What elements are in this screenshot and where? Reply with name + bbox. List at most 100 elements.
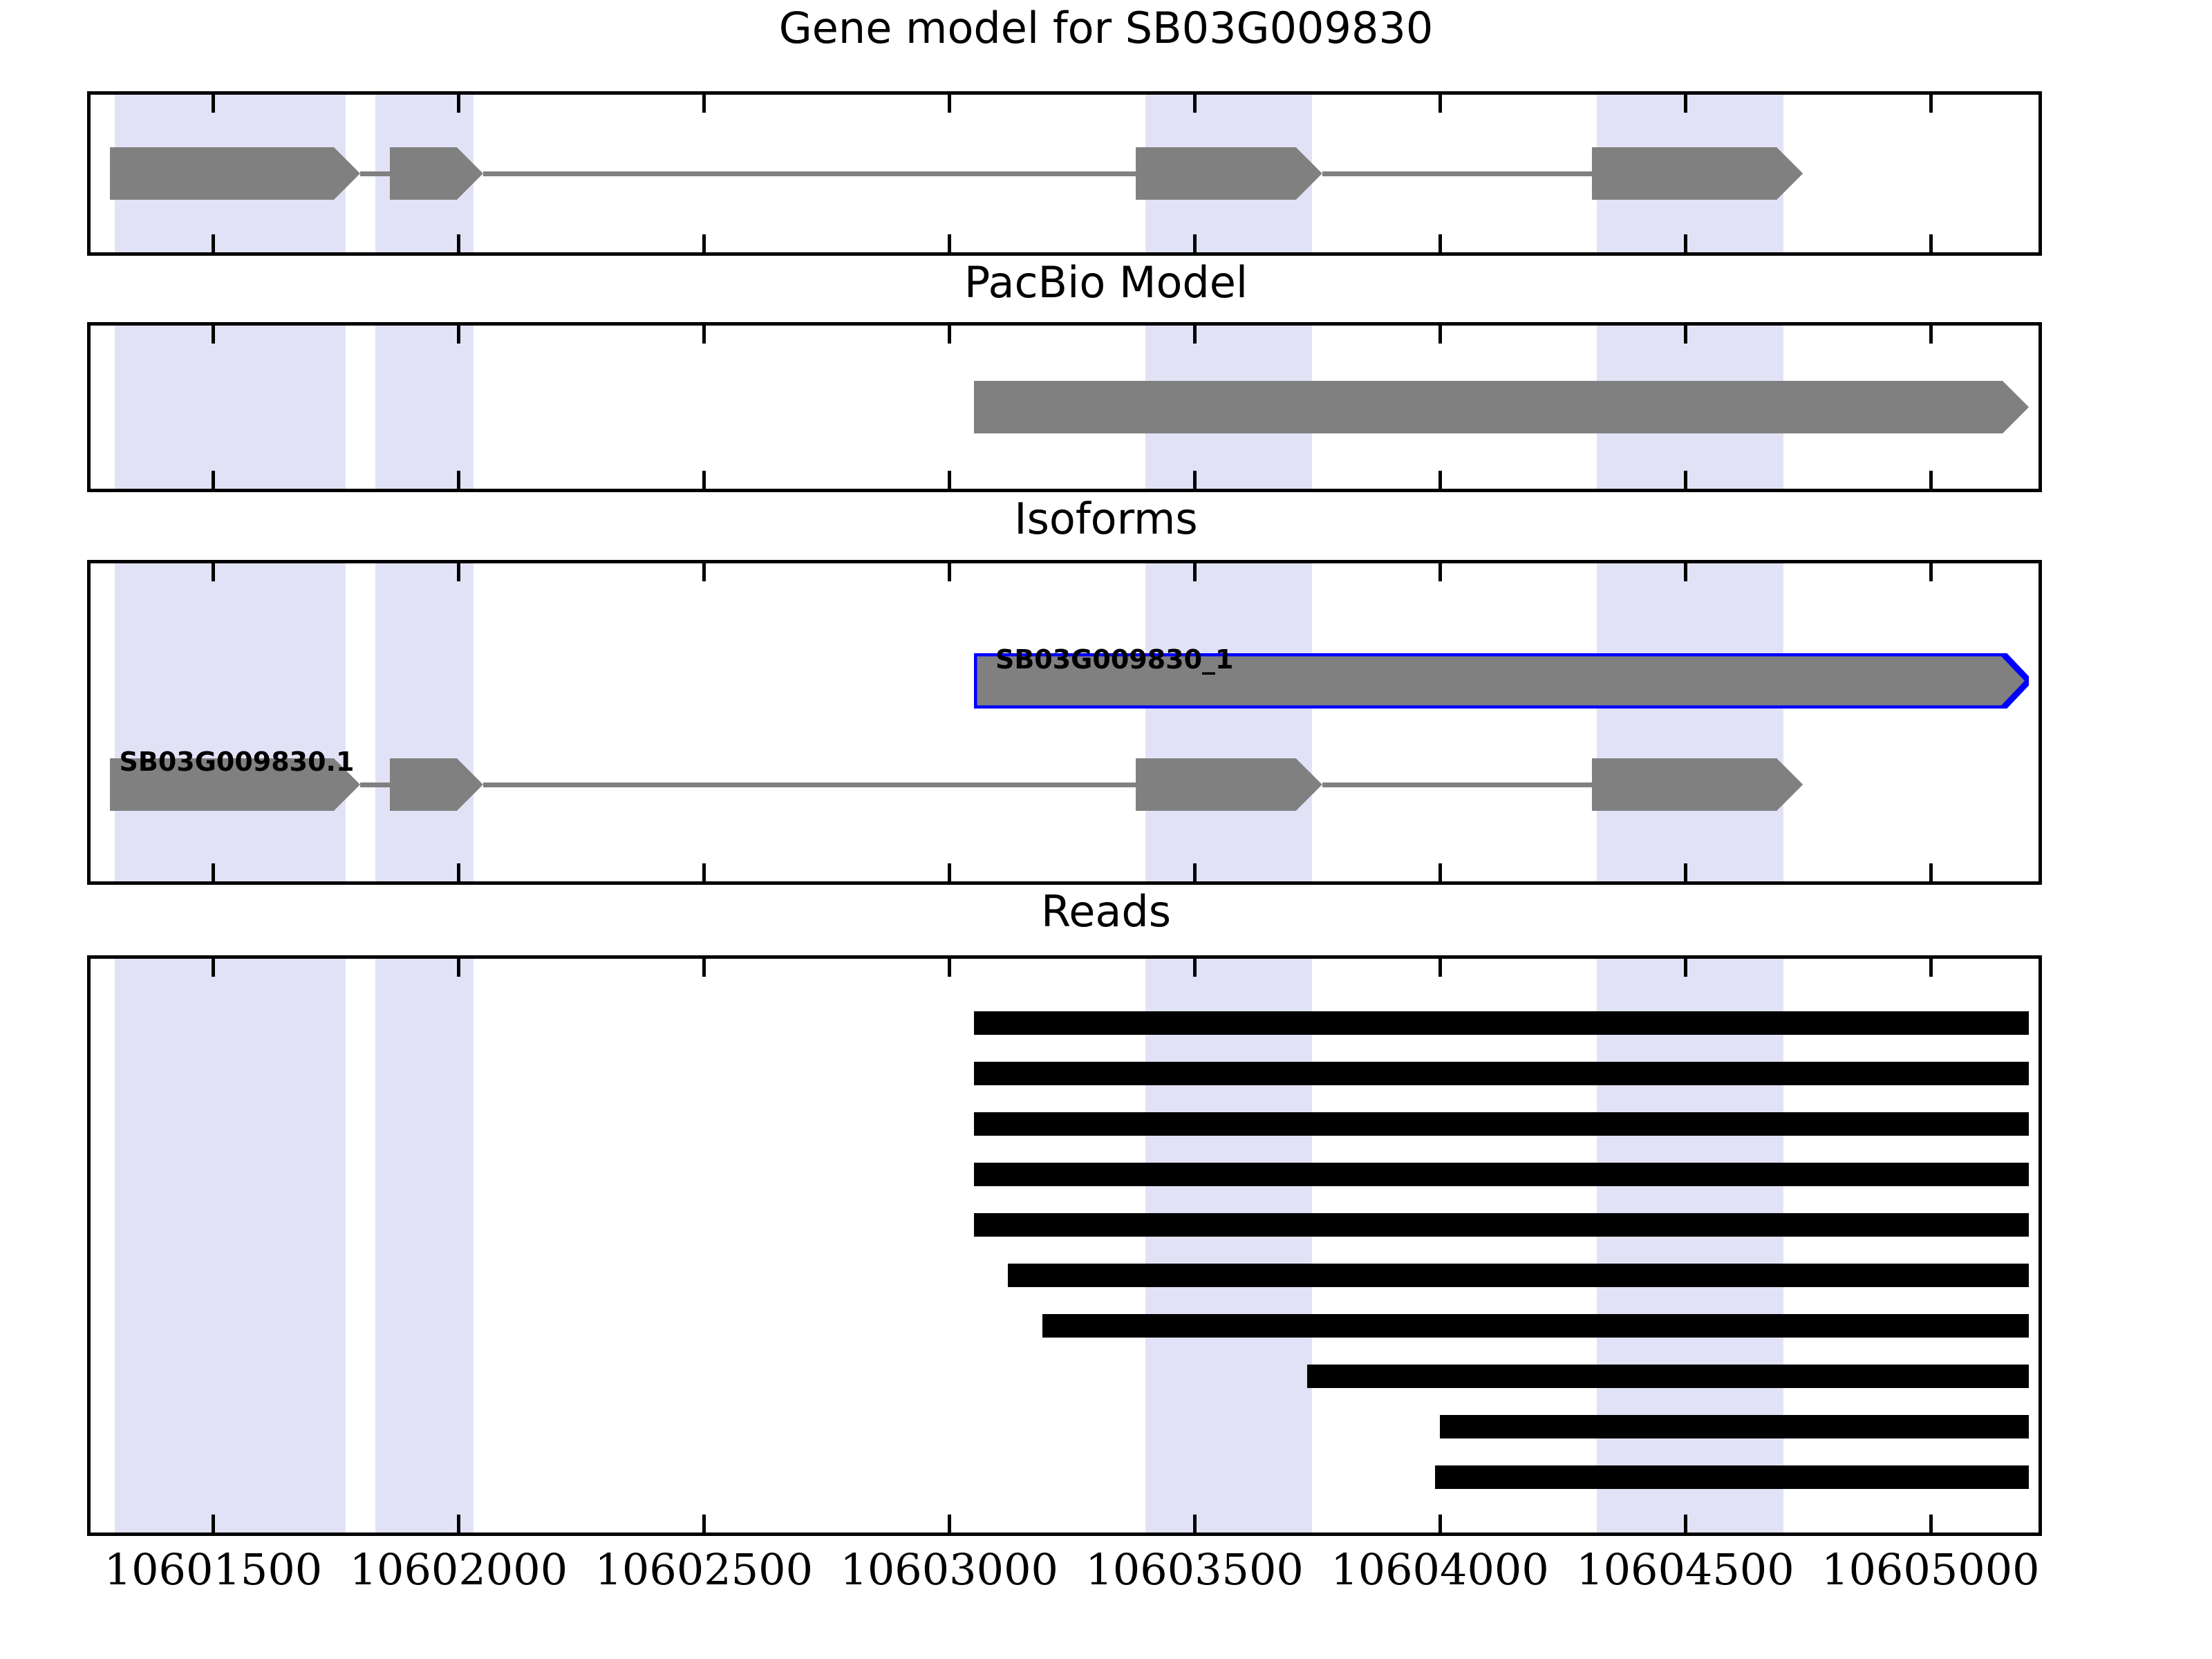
x-tick-label: 10601500: [104, 1544, 323, 1595]
axis-tick: [1193, 471, 1197, 489]
axis-tick: [702, 959, 706, 977]
axis-tick: [1683, 471, 1687, 489]
read-bar[interactable]: [973, 1011, 2029, 1035]
panel-title-reads: Reads: [1040, 886, 1172, 937]
axis-tick: [948, 1515, 952, 1533]
highlight-band: [115, 959, 346, 1533]
axis-tick: [1438, 1515, 1442, 1533]
axis-tick: [1438, 234, 1442, 252]
x-tick-label: 10604000: [1331, 1544, 1549, 1595]
axis-tick: [1438, 863, 1442, 881]
axis-tick: [1929, 234, 1933, 252]
highlight-band: [1597, 563, 1783, 881]
plot-area-isoforms: SB03G009830_1 SB03G009830.1: [91, 563, 2038, 881]
axis-tick: [948, 234, 952, 252]
exon-block[interactable]: [110, 758, 361, 811]
axis-tick: [1193, 1515, 1197, 1533]
plot-area-gene-model: [91, 95, 2038, 252]
x-tick-label: 10602000: [349, 1544, 568, 1595]
axis-tick: [212, 326, 216, 344]
axis-tick: [212, 863, 216, 881]
intron-line: [360, 782, 390, 787]
axis-tick: [1929, 863, 1933, 881]
axis-tick: [1438, 471, 1442, 489]
axis-tick: [702, 1515, 706, 1533]
axis-tick: [702, 563, 706, 581]
panel-gene-model[interactable]: [87, 91, 2042, 256]
axis-tick: [1683, 863, 1687, 881]
read-bar[interactable]: [1434, 1465, 2029, 1489]
axis-tick: [1929, 326, 1933, 344]
panel-pacbio-model[interactable]: [87, 322, 2042, 492]
axis-tick: [1683, 326, 1687, 344]
highlight-band: [1145, 959, 1313, 1533]
axis-tick: [702, 326, 706, 344]
highlight-band: [375, 563, 474, 881]
axis-tick: [948, 326, 952, 344]
axis-tick: [948, 959, 952, 977]
x-tick-label: 10602500: [594, 1544, 814, 1595]
read-bar[interactable]: [1042, 1313, 2029, 1338]
axis-tick: [1929, 959, 1933, 977]
highlight-band: [375, 959, 474, 1533]
exon-block[interactable]: [110, 147, 361, 200]
axis-tick: [1683, 959, 1687, 977]
exon-block[interactable]: [389, 147, 483, 200]
panel-title-pacbio-model: PacBio Model: [964, 257, 1248, 308]
axis-tick: [1683, 234, 1687, 252]
exon-block[interactable]: [1592, 758, 1803, 811]
axis-tick: [212, 471, 216, 489]
axis-tick: [1438, 95, 1442, 113]
highlight-band: [375, 326, 474, 489]
axis-tick: [948, 563, 952, 581]
axis-tick: [212, 95, 216, 113]
exon-block[interactable]: [389, 758, 483, 811]
axis-tick: [702, 95, 706, 113]
axis-tick: [702, 863, 706, 881]
axis-tick: [1438, 563, 1442, 581]
axis-tick: [1929, 1515, 1933, 1533]
read-bar[interactable]: [1008, 1263, 2029, 1287]
read-bar[interactable]: [973, 1112, 2029, 1136]
highlight-band: [1597, 959, 1783, 1533]
exon-block[interactable]: [1135, 147, 1322, 200]
panel-title-gene-model: Gene model for SB03G009830: [778, 3, 1434, 53]
read-bar[interactable]: [973, 1162, 2029, 1186]
axis-tick: [1929, 471, 1933, 489]
axis-tick: [948, 863, 952, 881]
panel-title-isoforms: Isoforms: [1014, 494, 1198, 544]
axis-tick: [1193, 959, 1197, 977]
exon-block[interactable]: [1135, 758, 1322, 811]
axis-tick: [457, 863, 461, 881]
axis-tick: [457, 563, 461, 581]
axis-tick: [212, 1515, 216, 1533]
read-bar[interactable]: [1440, 1414, 2029, 1438]
x-tick-label: 10604500: [1576, 1544, 1794, 1595]
panel-reads[interactable]: [87, 955, 2042, 1536]
intron-line: [1322, 782, 1593, 787]
axis-tick: [1193, 95, 1197, 113]
axis-tick: [457, 95, 461, 113]
axis-tick: [1683, 95, 1687, 113]
axis-tick: [1683, 1515, 1687, 1533]
exon-block[interactable]: [973, 381, 2029, 433]
axis-tick: [457, 326, 461, 344]
read-bar[interactable]: [1307, 1364, 2029, 1388]
read-bar[interactable]: [973, 1061, 2029, 1085]
axis-tick: [1683, 563, 1687, 581]
highlight-band: [115, 326, 346, 489]
exon-block[interactable]: [973, 653, 2029, 709]
x-tick-label: 10605000: [1821, 1544, 2040, 1595]
exon-block[interactable]: [1592, 147, 1803, 200]
axis-tick: [1438, 326, 1442, 344]
read-bar[interactable]: [973, 1212, 2029, 1237]
axis-tick: [1438, 959, 1442, 977]
intron-line: [360, 171, 390, 176]
intron-line: [482, 782, 1136, 787]
plot-area-pacbio-model: [91, 326, 2038, 489]
axis-tick: [457, 471, 461, 489]
axis-tick: [1193, 563, 1197, 581]
axis-tick: [457, 1515, 461, 1533]
panel-isoforms[interactable]: SB03G009830_1 SB03G009830.1: [87, 560, 2042, 885]
axis-tick: [212, 959, 216, 977]
